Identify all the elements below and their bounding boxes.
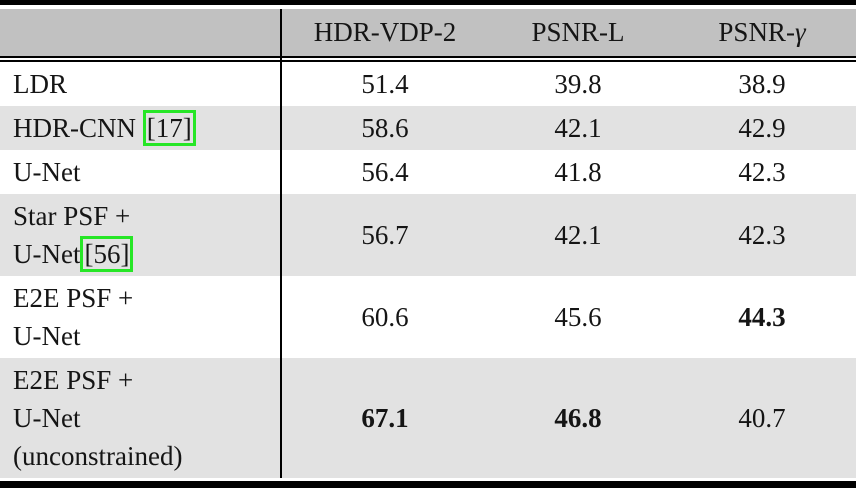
value-psnr-l: 42.1 <box>554 220 602 250</box>
method-name-line3: (unconstrained) <box>13 441 183 471</box>
row-label: Star PSF + U-Net [56] <box>0 194 282 276</box>
value-psnr-l: 42.1 <box>554 113 602 143</box>
method-name-line2: U-Net <box>13 403 81 433</box>
psnr-gamma-prefix: PSNR- <box>718 17 795 47</box>
value-psnr-gamma: 42.3 <box>738 220 786 250</box>
value-psnr-gamma: 38.9 <box>738 69 786 99</box>
value-hdr-vdp-2: 58.6 <box>361 113 409 143</box>
value-psnr-gamma: 40.7 <box>738 403 786 433</box>
value-psnr-l: 41.8 <box>554 157 602 187</box>
header-empty-cell <box>0 9 282 56</box>
table-row-u-net: U-Net 56.4 41.8 42.3 <box>0 150 856 194</box>
row-label: U-Net <box>0 150 282 194</box>
value-hdr-vdp-2: 56.4 <box>361 157 409 187</box>
gamma-symbol: γ <box>794 17 806 47</box>
table-header-row: HDR-VDP-2 PSNR-L PSNR-γ <box>0 9 856 56</box>
citation-link-56[interactable]: [56] <box>80 236 134 272</box>
table-row-star-psf-u-net: Star PSF + U-Net [56] 56.7 42.1 42.3 <box>0 194 856 276</box>
results-table: HDR-VDP-2 PSNR-L PSNR-γ LDR 51.4 39.8 38… <box>0 9 856 478</box>
table-row-e2e-psf-u-net-unconstrained: E2E PSF + U-Net (unconstrained) 67.1 46.… <box>0 358 856 478</box>
header-hdr-vdp-2: HDR-VDP-2 <box>313 17 457 47</box>
method-name-line2: U-Net <box>13 321 81 351</box>
table-row-e2e-psf-u-net: E2E PSF + U-Net 60.6 45.6 44.3 <box>0 276 856 358</box>
method-name-line1: Star PSF + <box>13 201 131 231</box>
citation-link-17[interactable]: [17] <box>142 110 196 146</box>
table-top-rule <box>0 0 856 5</box>
method-name: LDR <box>13 69 67 99</box>
method-name-line1: E2E PSF + <box>13 283 134 313</box>
table-row-hdr-cnn: HDR-CNN [17] 58.6 42.1 42.9 <box>0 106 856 150</box>
table-row-ldr: LDR 51.4 39.8 38.9 <box>0 62 856 106</box>
row-label: E2E PSF + U-Net <box>0 276 282 358</box>
header-psnr-gamma: PSNR-γ <box>668 9 856 56</box>
header-psnr-l: PSNR-L <box>531 17 625 47</box>
value-hdr-vdp-2-best: 67.1 <box>361 403 409 433</box>
value-hdr-vdp-2: 51.4 <box>361 69 409 99</box>
method-name: U-Net <box>13 157 81 187</box>
value-hdr-vdp-2: 56.7 <box>361 220 409 250</box>
value-psnr-gamma: 42.3 <box>738 157 786 187</box>
row-label: LDR <box>0 62 282 106</box>
value-psnr-gamma-best: 44.3 <box>738 302 786 332</box>
value-psnr-gamma: 42.9 <box>738 113 786 143</box>
value-psnr-l: 39.8 <box>554 69 602 99</box>
method-name: U-Net <box>13 239 81 269</box>
value-psnr-l-best: 46.8 <box>554 403 602 433</box>
value-hdr-vdp-2: 60.6 <box>361 302 409 332</box>
method-name: HDR-CNN <box>13 113 143 143</box>
header-double-rule <box>0 56 856 62</box>
value-psnr-l: 45.6 <box>554 302 602 332</box>
row-label: HDR-CNN [17] <box>0 106 282 150</box>
table-bottom-rule <box>0 481 856 488</box>
method-name-line2: U-Net [56] <box>13 235 274 273</box>
row-label: E2E PSF + U-Net (unconstrained) <box>0 358 282 478</box>
method-name-line1: E2E PSF + <box>13 365 134 395</box>
